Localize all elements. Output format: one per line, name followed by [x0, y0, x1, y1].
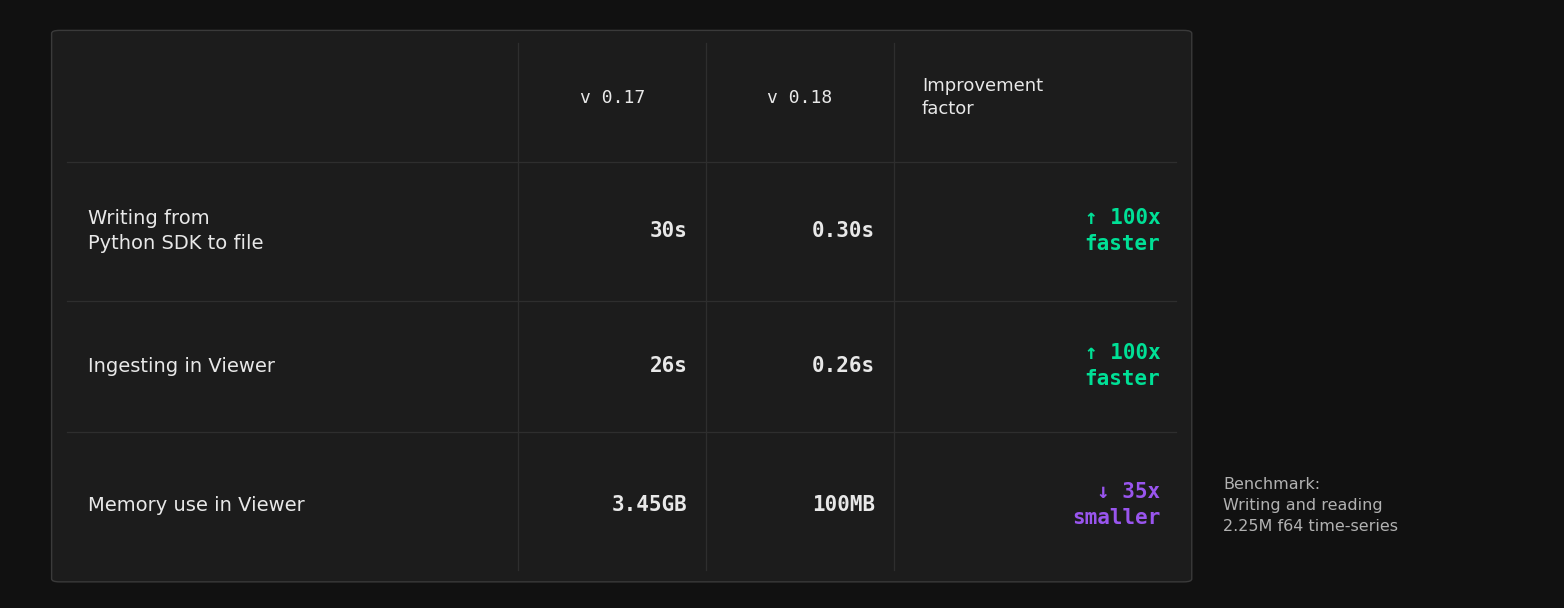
Text: ↑ 100x
faster: ↑ 100x faster — [1085, 343, 1160, 389]
Text: 0.26s: 0.26s — [812, 356, 874, 376]
Text: ↑ 100x
faster: ↑ 100x faster — [1085, 208, 1160, 254]
Text: Memory use in Viewer: Memory use in Viewer — [88, 496, 305, 515]
FancyBboxPatch shape — [52, 30, 1192, 582]
Text: v 0.18: v 0.18 — [768, 89, 832, 106]
Text: v 0.17: v 0.17 — [580, 89, 644, 106]
Text: ↓ 35x
smaller: ↓ 35x smaller — [1071, 482, 1160, 528]
Text: 30s: 30s — [649, 221, 687, 241]
Text: 3.45GB: 3.45GB — [612, 495, 687, 515]
Text: 0.30s: 0.30s — [812, 221, 874, 241]
Text: 26s: 26s — [649, 356, 687, 376]
Text: Improvement
factor: Improvement factor — [921, 77, 1043, 119]
Text: Writing from
Python SDK to file: Writing from Python SDK to file — [88, 209, 263, 253]
Text: Benchmark:
Writing and reading
2.25M f64 time-series: Benchmark: Writing and reading 2.25M f64… — [1223, 477, 1398, 534]
Text: 100MB: 100MB — [812, 495, 874, 515]
Text: Ingesting in Viewer: Ingesting in Viewer — [88, 357, 275, 376]
